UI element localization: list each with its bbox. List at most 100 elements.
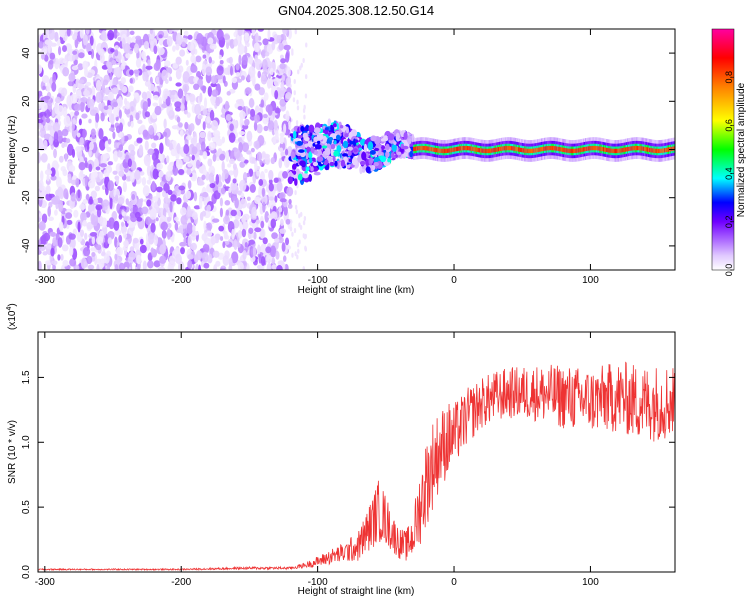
- spectrogram-cell: [339, 124, 344, 129]
- spectrogram-cell: [111, 87, 119, 95]
- spectrogram-cell: [118, 144, 124, 152]
- spectrogram-cell: [45, 184, 51, 195]
- spectrogram-cell: [208, 56, 212, 64]
- spectrogram-cell: [127, 158, 132, 168]
- spectrogram-cell: [305, 42, 308, 48]
- spectrogram-cell: [118, 109, 122, 119]
- tick-label: 0.6: [724, 119, 734, 132]
- spectrogram-cell: [62, 45, 67, 53]
- spectrogram-cell: [576, 148, 578, 153]
- spectrogram-cell: [254, 83, 261, 91]
- spectrogram-cell: [302, 58, 305, 64]
- spectrogram-cell: [210, 75, 217, 84]
- spectrogram-cell: [426, 146, 429, 151]
- spectrogram-cell: [563, 147, 566, 153]
- spectrogram-cell: [282, 255, 287, 262]
- spectrogram-cell: [175, 158, 183, 170]
- spectrogram-cell: [237, 43, 245, 55]
- spectrogram-cell: [279, 228, 287, 234]
- spectrogram-cell: [283, 205, 288, 216]
- spectrogram-cell: [436, 148, 439, 153]
- spectrogram-cell: [178, 185, 186, 191]
- spectrogram-cell: [201, 210, 207, 217]
- spectrogram-cell: [285, 218, 291, 225]
- spectrogram-y-label: Frequency (Hz): [7, 116, 18, 185]
- spectrogram-cell: [40, 102, 48, 112]
- spectrogram-cell: [107, 180, 114, 192]
- spectrogram-cell: [242, 221, 249, 230]
- spectrogram-cell: [193, 205, 201, 210]
- spectrogram-cell: [611, 148, 614, 153]
- spectrogram-cell: [219, 59, 224, 65]
- spectrogram-cell: [637, 145, 640, 151]
- spectrogram-cell: [627, 146, 630, 152]
- spectrogram-cell: [242, 171, 248, 182]
- spectrogram-cell: [593, 145, 596, 151]
- spectrogram-cell: [103, 253, 110, 264]
- spectrogram-cell: [647, 147, 650, 152]
- spectrogram-cell: [258, 186, 262, 198]
- spectrogram-cell: [289, 226, 293, 232]
- spectrogram-cell: [554, 146, 557, 151]
- spectrogram-cell: [298, 213, 301, 219]
- spectrogram-cell: [88, 118, 92, 124]
- spectrogram-cell: [291, 231, 294, 237]
- spectrogram-cell: [141, 176, 147, 186]
- spectrogram-cell: [62, 168, 68, 177]
- spectrogram-cell: [304, 245, 307, 251]
- spectrogram-cell: [256, 123, 263, 134]
- spectrogram-cell: [279, 147, 284, 153]
- spectrogram-cell: [118, 96, 123, 107]
- spectrogram-cell: [213, 264, 218, 270]
- tick-label: -20: [21, 190, 32, 205]
- spectrogram-cell: [239, 179, 247, 192]
- spectrogram-cell: [572, 148, 575, 154]
- spectrogram-cell: [69, 246, 74, 257]
- spectrogram-cell: [42, 251, 48, 256]
- spectrogram-cell: [612, 148, 615, 154]
- spectrogram-cell: [61, 128, 69, 137]
- spectrogram-cell: [283, 200, 288, 208]
- spectrogram-cell: [517, 147, 519, 152]
- spectrogram-cell: [312, 161, 319, 167]
- spectrogram-cell: [545, 146, 548, 151]
- spectrogram-cell: [306, 146, 311, 154]
- spectrogram-cell: [279, 89, 285, 98]
- spectrogram-cell: [84, 157, 88, 162]
- tick-label: 0.2: [724, 216, 734, 229]
- spectrogram-cell: [120, 77, 126, 84]
- spectrogram-cell: [271, 41, 276, 51]
- spectrogram-cell: [210, 82, 217, 88]
- spectrogram-cell: [106, 263, 111, 270]
- spectrogram-cell: [118, 262, 125, 270]
- snr-y-scale: (x104): [6, 303, 18, 330]
- spectrogram-cell: [68, 72, 76, 82]
- spectrogram-cell: [296, 140, 303, 147]
- spectrogram-cell: [610, 148, 613, 153]
- spectrogram-cell: [115, 194, 119, 202]
- snr-x-label: Height of straight line (km): [298, 586, 415, 597]
- spectrogram-cell: [512, 146, 515, 151]
- spectrogram-cell: [579, 148, 581, 153]
- spectrogram-cell: [215, 97, 221, 107]
- spectrogram-cell: [246, 150, 252, 155]
- spectrogram-cell: [244, 32, 250, 38]
- spectrogram-cell: [89, 109, 98, 116]
- spectrogram-cell: [584, 146, 587, 152]
- spectrogram-cell: [263, 92, 269, 101]
- spectrogram-cell: [175, 253, 182, 264]
- spectrogram-cell: [233, 38, 238, 47]
- spectrogram-cell: [459, 146, 462, 151]
- spectrogram-cell: [287, 176, 294, 185]
- spectrogram-cell: [91, 251, 96, 257]
- spectrogram-cell: [297, 134, 303, 139]
- spectrogram-cell: [244, 118, 250, 126]
- spectrogram-cell: [148, 125, 154, 135]
- spectrogram-cell: [589, 146, 592, 151]
- spectrogram-cell: [142, 185, 150, 197]
- spectrogram-cell: [196, 33, 204, 45]
- spectrogram-cell: [45, 117, 51, 124]
- spectrogram-cell: [58, 221, 64, 232]
- spectrogram-cell: [424, 145, 427, 151]
- spectrogram-cell: [276, 265, 283, 270]
